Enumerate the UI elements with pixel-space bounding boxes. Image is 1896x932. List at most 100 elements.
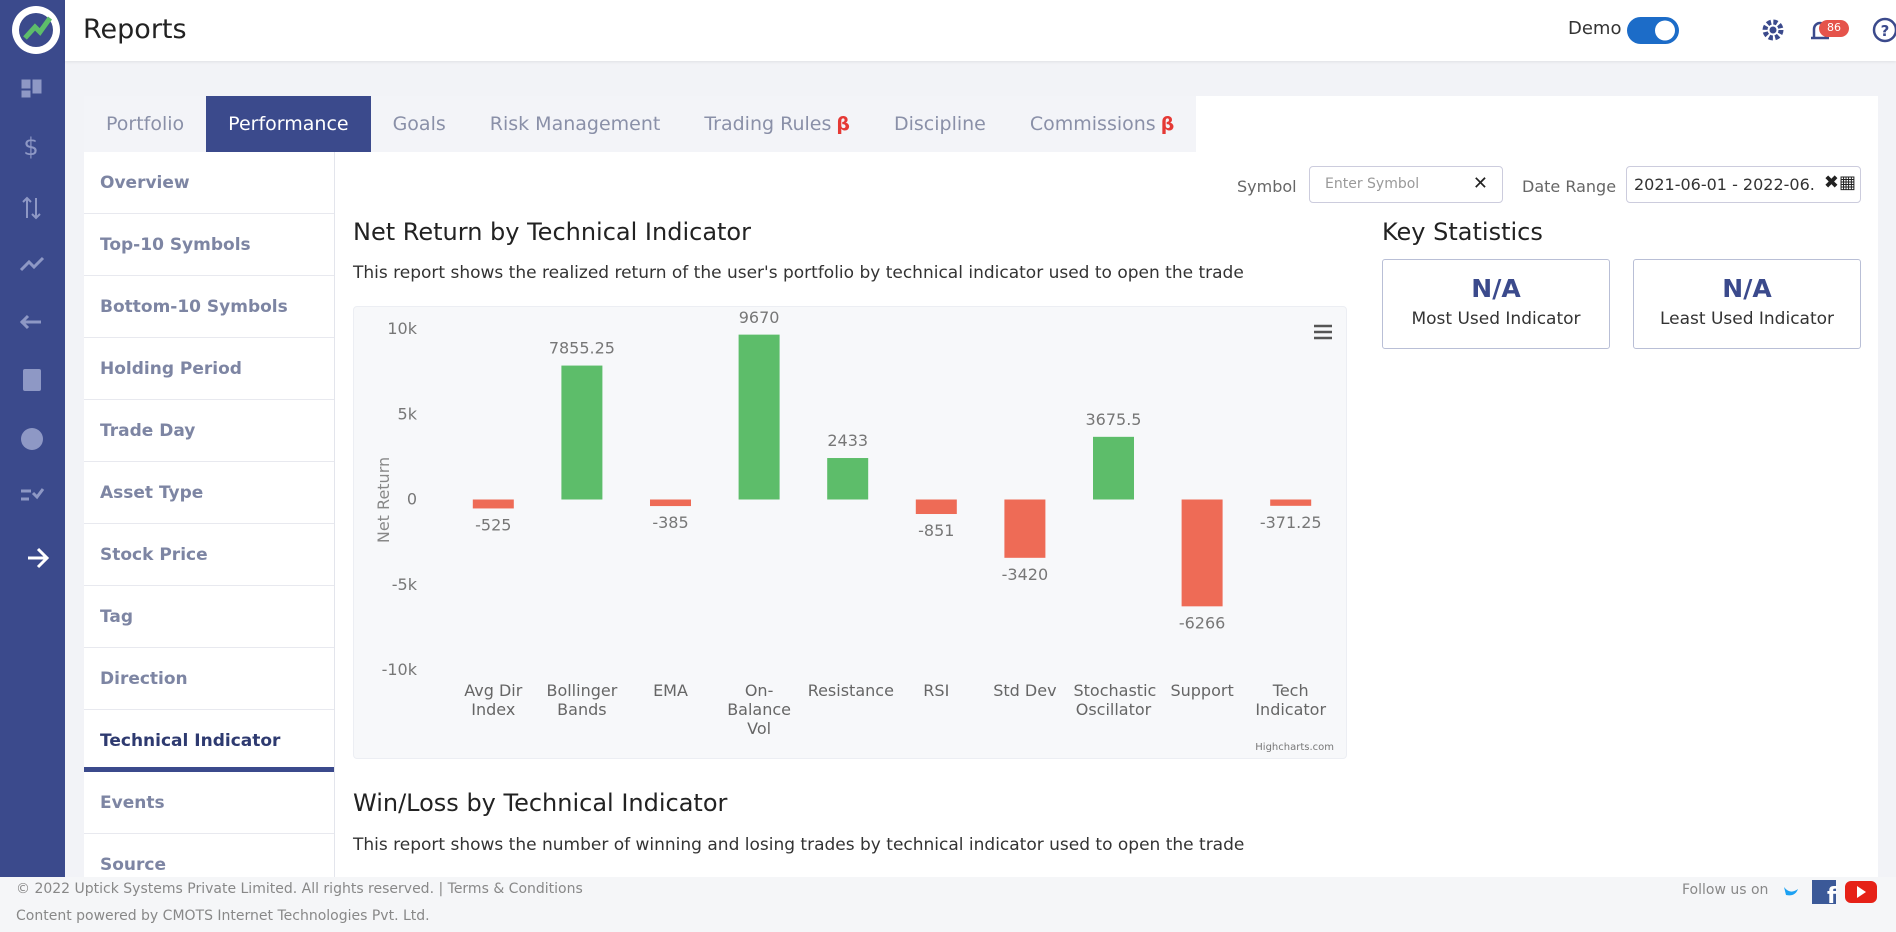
tabs: Portfolio Performance Goals Risk Management… xyxy=(84,96,1197,152)
beta-badge: β xyxy=(1160,113,1175,135)
bar[interactable] xyxy=(1181,499,1223,607)
bar[interactable] xyxy=(650,499,691,507)
y-tick-label: -5k xyxy=(392,575,418,594)
x-tick-label: Stochastic Oscillator xyxy=(1073,681,1157,719)
tab-label: Portfolio xyxy=(106,113,185,135)
data-label: -385 xyxy=(652,513,688,532)
bar[interactable] xyxy=(1270,499,1312,506)
x-tick-label: Resistance xyxy=(807,681,894,700)
follow-label: Follow us on xyxy=(1682,882,1769,898)
menu-item[interactable]: Asset Type xyxy=(84,462,334,524)
y-tick-label: -10k xyxy=(382,660,418,679)
tab[interactable]: Trading Rules β xyxy=(682,96,872,152)
section-description: This report shows the number of winning … xyxy=(353,835,1245,855)
tab-label: Goals xyxy=(392,113,446,135)
tab[interactable]: Risk Management xyxy=(468,96,683,152)
bar[interactable] xyxy=(915,499,957,515)
menu-item[interactable]: Holding Period xyxy=(84,338,334,400)
stat-value: N/A xyxy=(1722,274,1772,303)
bar[interactable] xyxy=(472,499,514,509)
tab-label: Trading Rules xyxy=(704,113,832,135)
stat-card: N/A Most Used Indicator xyxy=(1382,259,1610,349)
menu-item[interactable]: Stock Price xyxy=(84,524,334,586)
bar[interactable] xyxy=(1004,499,1046,558)
data-label: 3675.5 xyxy=(1086,410,1142,429)
menu-item[interactable]: Events xyxy=(84,772,334,834)
y-tick-label: 10k xyxy=(387,319,417,338)
tab[interactable]: Commissions β xyxy=(1008,96,1196,152)
svg-text:f: f xyxy=(1827,884,1837,907)
menu-item[interactable]: Top-10 Symbols xyxy=(84,214,334,276)
side-nav: $ xyxy=(0,0,65,877)
x-tick-label: Avg Dir Index xyxy=(464,681,523,719)
data-label: 2433 xyxy=(827,431,868,450)
bar[interactable] xyxy=(827,458,869,500)
x-tick-label: Std Dev xyxy=(993,681,1057,700)
x-tick-label: Bollinger Bands xyxy=(546,681,618,719)
stat-value: N/A xyxy=(1471,274,1521,303)
tab[interactable]: Goals xyxy=(371,96,468,152)
x-tick-label: EMA xyxy=(653,681,688,700)
powered-by: Content powered by CMOTS Internet Techno… xyxy=(16,908,430,924)
x-tick-label: On-Balance Vol xyxy=(727,681,791,738)
social-icons[interactable]: f xyxy=(1780,877,1880,907)
footer: © 2022 Uptick Systems Private Limited. A… xyxy=(0,877,1896,932)
svg-text:$: $ xyxy=(23,133,38,161)
chart-title: Net Return by Technical Indicator xyxy=(353,218,751,246)
section-title: Win/Loss by Technical Indicator xyxy=(353,789,728,817)
date-icons[interactable]: ✖▦ xyxy=(1823,172,1856,193)
page-title: Reports xyxy=(83,14,187,45)
menu-item[interactable]: Tag xyxy=(84,586,334,648)
data-label: -851 xyxy=(918,521,954,540)
bar[interactable] xyxy=(738,334,780,500)
bar[interactable] xyxy=(561,365,603,500)
menu-item[interactable]: Trade Day xyxy=(84,400,334,462)
header-controls[interactable]: ? xyxy=(1625,14,1896,50)
stat-card: N/A Least Used Indicator xyxy=(1633,259,1861,349)
menu-icon[interactable] xyxy=(1314,324,1332,340)
data-label: -371.25 xyxy=(1260,513,1322,532)
menu-item[interactable]: Bottom-10 Symbols xyxy=(84,276,334,338)
tab-label: Performance xyxy=(228,113,349,135)
tab-label: Risk Management xyxy=(489,113,661,135)
bar[interactable] xyxy=(1093,436,1134,500)
copyright: © 2022 Uptick Systems Private Limited. A… xyxy=(16,881,444,897)
tab[interactable]: Discipline xyxy=(872,96,1008,152)
data-label: -525 xyxy=(475,515,511,534)
tab-label: Discipline xyxy=(893,113,986,135)
menu-item[interactable]: Source xyxy=(84,834,334,877)
y-tick-label: 5k xyxy=(398,404,418,423)
x-tick-label: RSI xyxy=(923,681,950,700)
menu-item[interactable]: Technical Indicator xyxy=(84,710,334,772)
menu-item[interactable]: Direction xyxy=(84,648,334,710)
y-tick-label: 0 xyxy=(407,490,417,509)
date-label: Date Range xyxy=(1522,177,1617,196)
data-label: -6266 xyxy=(1179,613,1226,632)
svg-text:?: ? xyxy=(1881,22,1890,40)
date-input[interactable]: 2021-06-01 - 2022-06... ✖▦ xyxy=(1626,166,1861,203)
chart-subtitle: This report shows the realized return of… xyxy=(353,263,1244,283)
data-label: 9670 xyxy=(739,308,780,327)
data-label: 7855.25 xyxy=(549,339,615,358)
notification-count: 86 xyxy=(1827,21,1841,34)
tab[interactable]: Performance xyxy=(206,96,371,152)
clear-icon[interactable]: ✕ xyxy=(1472,173,1488,194)
report-menu: Overview Top-10 Symbols Bottom-10 Symbols H… xyxy=(84,152,335,877)
symbol-input[interactable]: Enter Symbol ✕ xyxy=(1309,166,1503,203)
date-value: 2021-06-01 - 2022-06... xyxy=(1634,175,1814,194)
terms-link[interactable]: Terms & Conditions xyxy=(447,881,583,897)
credits[interactable]: Highcharts.com xyxy=(1255,742,1334,753)
symbol-placeholder: Enter Symbol xyxy=(1325,176,1420,192)
y-axis-title: Net Return xyxy=(374,457,393,543)
nav-icons: $ xyxy=(12,6,60,569)
symbol-label: Symbol xyxy=(1237,177,1297,196)
mode-label: Demo xyxy=(1568,18,1622,39)
x-tick-label: Tech Indicator xyxy=(1255,681,1327,719)
beta-badge: β xyxy=(836,113,850,135)
menu-item[interactable]: Overview xyxy=(84,152,334,214)
top-bar: Reports Demo ? 86 xyxy=(65,0,1896,61)
chart-svg: Net Return Highcharts.com -10k -5k 0 5k 10k -… xyxy=(374,308,1334,753)
tab[interactable]: Portfolio xyxy=(84,96,206,152)
key-stats-title: Key Statistics xyxy=(1382,218,1543,246)
